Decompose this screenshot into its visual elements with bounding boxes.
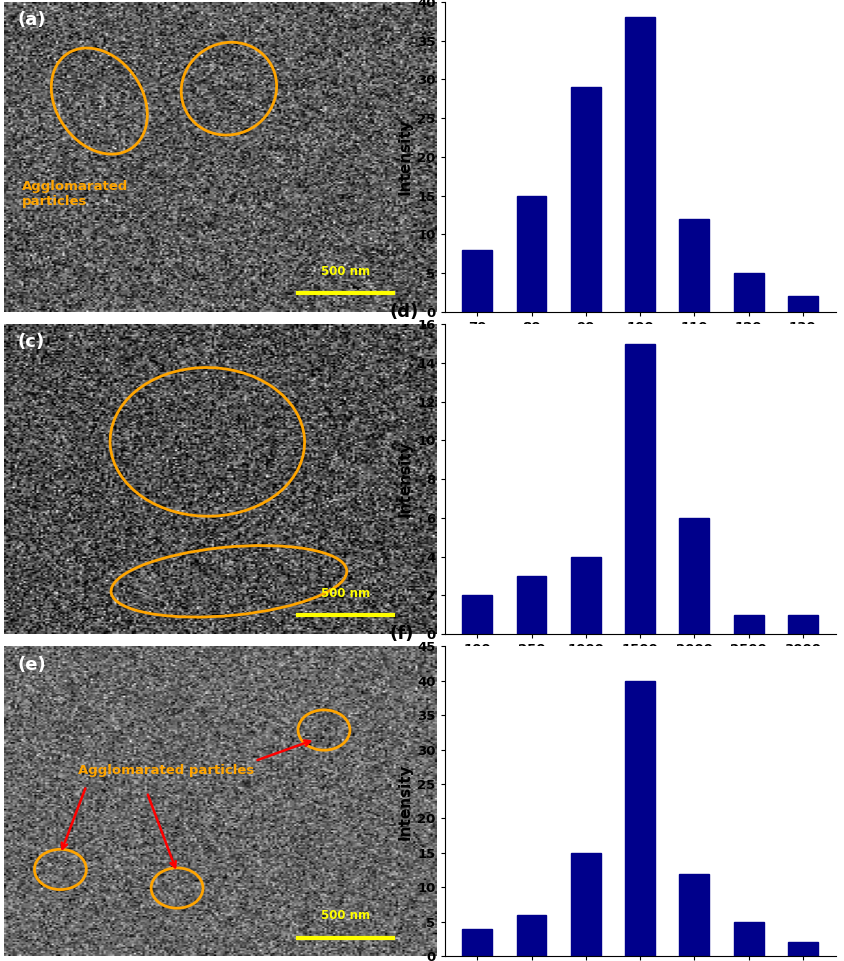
Bar	[463, 595, 492, 634]
Text: 500 nm: 500 nm	[321, 587, 371, 600]
Bar	[625, 680, 655, 956]
Bar	[571, 853, 601, 956]
Y-axis label: Intensity: Intensity	[398, 118, 413, 195]
Y-axis label: Intensity: Intensity	[398, 441, 413, 517]
Bar	[517, 576, 546, 634]
Text: (f): (f)	[390, 626, 414, 643]
Bar	[733, 273, 764, 311]
Bar	[679, 518, 709, 634]
X-axis label: Particle size (nm): Particle size (nm)	[565, 660, 715, 676]
Bar	[788, 296, 818, 311]
Bar	[625, 17, 655, 311]
Bar	[679, 874, 709, 956]
Text: 500 nm: 500 nm	[321, 264, 371, 278]
Bar	[733, 615, 764, 634]
Text: 500 nm: 500 nm	[321, 909, 371, 923]
Bar	[517, 915, 546, 956]
Bar	[788, 615, 818, 634]
Bar	[571, 556, 601, 634]
X-axis label: Particle size (nm): Particle size (nm)	[565, 338, 715, 353]
Bar	[679, 219, 709, 311]
Text: Agglomarated particles: Agglomarated particles	[78, 764, 254, 776]
Bar	[571, 87, 601, 311]
Bar	[733, 922, 764, 956]
Bar	[788, 943, 818, 956]
Bar	[463, 928, 492, 956]
Y-axis label: Intensity: Intensity	[398, 763, 413, 840]
Text: Agglomarated
particles: Agglomarated particles	[21, 180, 127, 208]
Bar	[517, 196, 546, 311]
Text: (e): (e)	[17, 655, 46, 674]
Text: (a): (a)	[17, 12, 46, 29]
Bar	[625, 343, 655, 634]
Text: (c): (c)	[17, 333, 44, 352]
Bar	[463, 250, 492, 311]
Text: (d): (d)	[390, 303, 419, 321]
